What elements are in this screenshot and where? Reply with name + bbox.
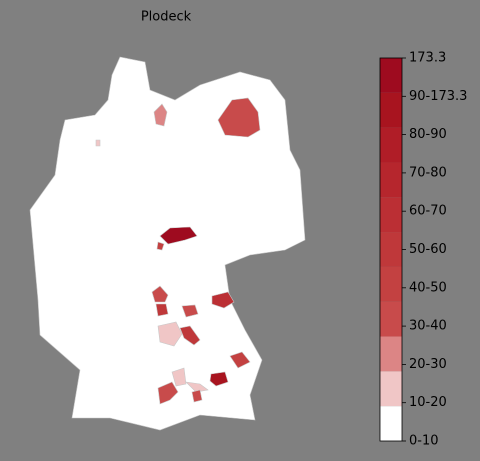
- region: [156, 241, 165, 251]
- colorbar-label: 173.3: [409, 51, 446, 66]
- colorbar-label: 10-20: [409, 395, 447, 410]
- colorbar-segment: [380, 232, 402, 267]
- region: [217, 97, 261, 138]
- colorbar-segment: [380, 301, 402, 337]
- region: [151, 285, 169, 303]
- colorbar-segment: [380, 406, 402, 441]
- colorbar-segment: [380, 197, 402, 233]
- region: [157, 321, 183, 347]
- region: [181, 304, 199, 318]
- region: [191, 389, 203, 403]
- colorbar-segment: [380, 371, 402, 407]
- colorbar: 173.3 90-173.3 80-90 70-80 60-70 50-60 40-50 30…: [379, 51, 467, 449]
- colorbar-label: 20-30: [409, 357, 447, 372]
- colorbar-label: 30-40: [409, 319, 447, 334]
- colorbar-segment: [380, 92, 402, 128]
- region: [229, 351, 251, 369]
- region: [185, 381, 209, 393]
- colorbar-label: 40-50: [409, 280, 447, 295]
- colorbar-segment: [380, 266, 402, 302]
- colorbar-label: 70-80: [409, 165, 447, 180]
- colorbar-label: 80-90: [409, 127, 447, 142]
- region: [155, 303, 169, 317]
- region: [179, 325, 201, 346]
- colorbar-label: 90-173.3: [409, 89, 467, 104]
- colorbar-label: 0-10: [409, 434, 439, 449]
- region: [153, 103, 168, 127]
- region: [171, 367, 187, 387]
- region: [209, 371, 229, 387]
- region: [95, 139, 101, 147]
- region: [211, 291, 235, 309]
- colorbar-segment: [380, 58, 402, 93]
- colorbar-label: 50-60: [409, 242, 447, 257]
- map-title: Plodeck: [141, 10, 192, 25]
- region: [159, 226, 198, 245]
- colorbar-label: 60-70: [409, 204, 447, 219]
- germany-map: [29, 56, 306, 431]
- colorbar-segment: [380, 162, 402, 198]
- region: [157, 381, 179, 405]
- colorbar-segment: [380, 127, 402, 163]
- colorbar-segment: [380, 336, 402, 372]
